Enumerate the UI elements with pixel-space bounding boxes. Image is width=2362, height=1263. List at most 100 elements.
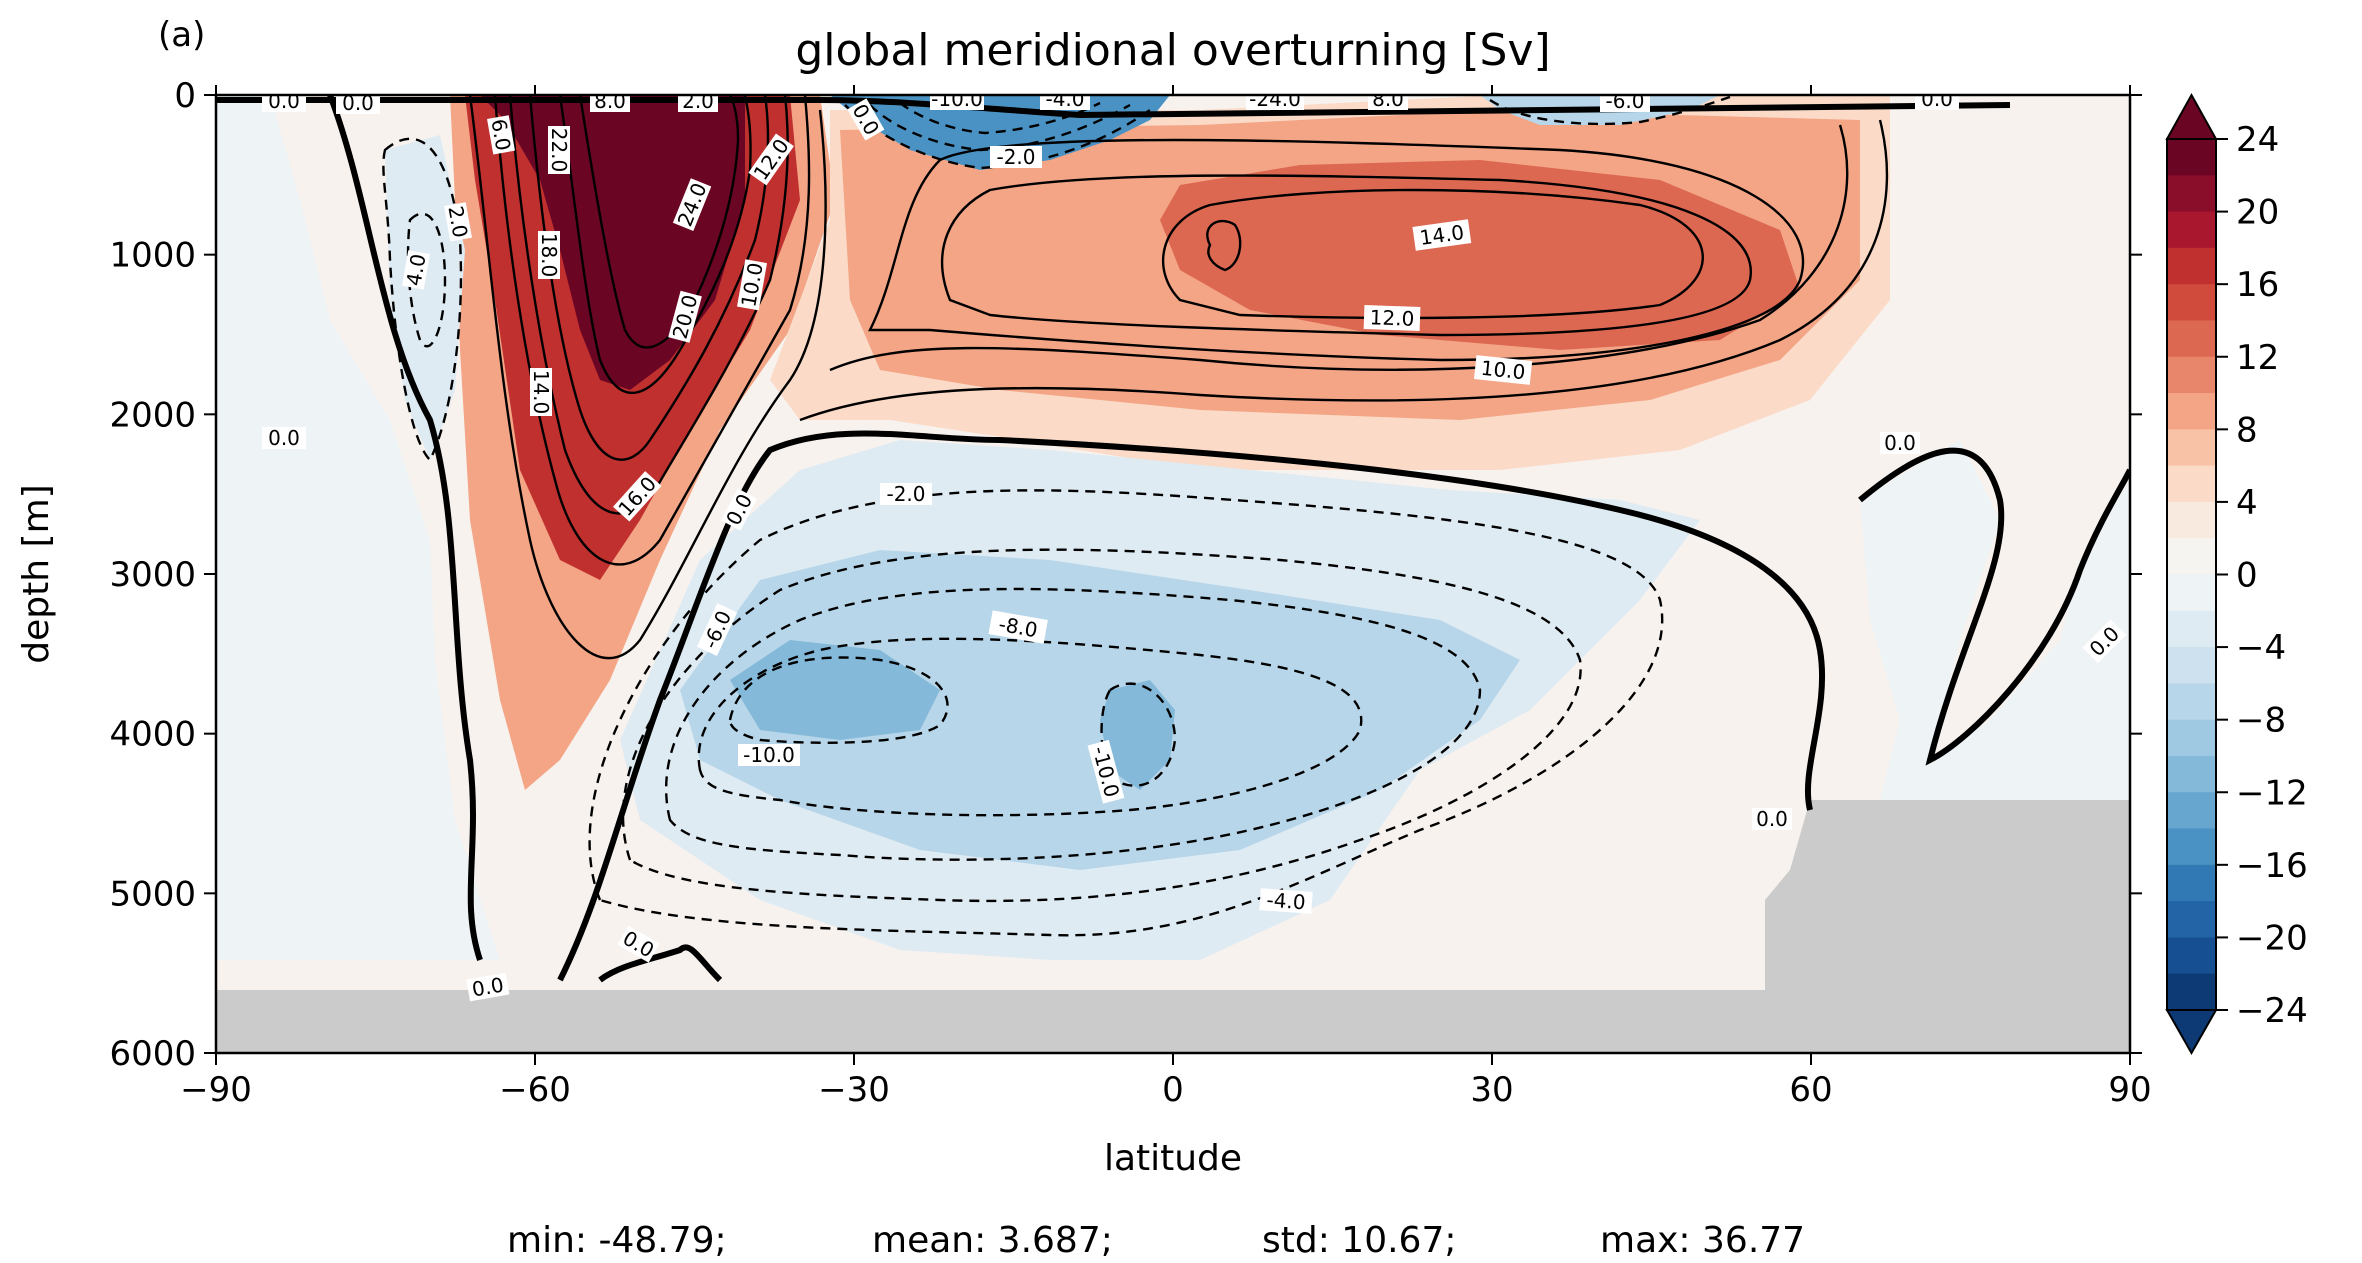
contour-label-34: 0.0 [262, 426, 306, 450]
negative-contour-abyssal-4 [697, 637, 1363, 817]
colorbar-segment [2167, 973, 2216, 1011]
stat-std: std: 10.67; [1262, 1220, 1456, 1261]
colorbar-segment [2167, 901, 2216, 939]
negative-contour-abyssal-2 [621, 548, 1582, 903]
zero-contour-main [557, 430, 1826, 982]
contour-label-5: 6.0 [486, 115, 516, 155]
contour-label-text-25: 10.0 [1480, 356, 1527, 385]
colorbar-segment [2167, 501, 2216, 539]
colorbar-segment [2167, 356, 2216, 394]
stat-min: min: -48.79; [507, 1220, 727, 1261]
x-tick-label: −90 [180, 1070, 252, 1110]
colorbar-tick-label: −12 [2236, 773, 2308, 813]
contour-label-text-10: 4.0 [401, 252, 430, 287]
contour-label-text-38: 0.0 [1884, 431, 1916, 455]
positive-contour-southern-1 [468, 95, 827, 660]
colorbar-segment [2167, 139, 2216, 176]
colorbar-segment [2167, 755, 2216, 793]
colorbar-segment [2167, 320, 2216, 358]
contour-label-text-26: -6.0 [1605, 89, 1644, 113]
y-tick-label: 6000 [109, 1034, 196, 1074]
contour-label-19: -2.0 [990, 145, 1042, 169]
colorbar-segment [2167, 538, 2216, 576]
colorbar-segment [2167, 211, 2216, 249]
contour-label-text-8: 14.0 [529, 370, 553, 415]
panel-label: (a) [158, 15, 205, 55]
contour-label-24: 12.0 [1363, 305, 1421, 331]
contour-label-29: -8.0 [988, 610, 1048, 644]
contour-label-text-2: 0.0 [342, 91, 374, 115]
contour-label-text-31: -10.0 [743, 743, 795, 767]
zero-contour-deep-south [598, 944, 723, 983]
filled-region-northern-cell-core [1160, 160, 1800, 350]
contour-label-28: -2.0 [880, 482, 932, 506]
colorbar-tick-label: −24 [2236, 991, 2308, 1031]
filled-region-abyssal-cell-core-south [730, 640, 940, 740]
colorbar-tick-label: 12 [2236, 338, 2279, 378]
colorbar-segment [2167, 610, 2216, 648]
contour-label-10: 4.0 [401, 250, 431, 290]
contour-label-text-19: -2.0 [996, 145, 1035, 169]
contour-label-4: 2.0 [678, 89, 718, 113]
colorbar-tick-label: 16 [2236, 265, 2279, 305]
y-tick-label: 3000 [109, 555, 196, 595]
negative-contour-abyssal-6 [1100, 682, 1177, 787]
colorbar-tick-label: 0 [2236, 556, 2258, 596]
x-tick-label: −30 [818, 1070, 890, 1110]
filled-region-arctic [1860, 440, 2130, 800]
contour-label-26: -6.0 [1600, 89, 1650, 113]
contour-label-38: 0.0 [1880, 431, 1920, 455]
positive-contour-northern-1 [799, 119, 1889, 422]
positive-contour-northern-5 [1161, 188, 1704, 320]
zero-contour-arctic [1858, 447, 2130, 766]
colorbar-tick-label: 4 [2236, 483, 2258, 523]
y-tick-label: 1000 [109, 236, 196, 276]
contour-label-text-4: 2.0 [682, 89, 714, 113]
colorbar-segment [2167, 175, 2216, 213]
colorbar-segment [2167, 828, 2216, 866]
positive-contour-southern-2 [493, 95, 811, 566]
contour-label-31: -10.0 [738, 743, 800, 767]
contour-label-37: 0.0 [1752, 807, 1792, 831]
contour-label-text-18: -10.0 [931, 87, 983, 111]
x-axis-label: latitude [1104, 1138, 1242, 1179]
contour-label-text-6: 22.0 [547, 128, 571, 173]
x-tick-label: 90 [2108, 1070, 2151, 1110]
filled-region-antarctic-cell-core [385, 135, 465, 460]
contour-label-23: 14.0 [1412, 219, 1472, 251]
colorbar-tick-label: −16 [2236, 846, 2308, 886]
positive-contour-southern-5 [558, 95, 752, 394]
colorbar-segment [2167, 683, 2216, 721]
contour-label-text-22: 8.0 [1372, 87, 1404, 111]
contour-label-36: 0.0 [466, 972, 510, 1002]
colorbar-tick-label: 8 [2236, 410, 2258, 450]
contour-label-text-27: 0.0 [1921, 87, 1953, 111]
contour-label-text-28: -2.0 [886, 482, 925, 506]
positive-contour-northern-3 [868, 138, 1805, 362]
colorbar-ticks: 24 20 16 12 8 4 0 −4 −8 −12 −16 −20 −24 [2216, 120, 2308, 1031]
colorbar-segment [2167, 792, 2216, 830]
y-tick-label: 4000 [109, 715, 196, 755]
colorbar-segment [2167, 393, 2216, 430]
colorbar-segment [2167, 719, 2216, 757]
contour-label-2: 0.0 [336, 91, 380, 115]
topography-mask [216, 800, 2130, 1053]
x-tick-label: 0 [1162, 1070, 1184, 1110]
contour-label-text-20: -4.0 [1045, 87, 1084, 111]
colorbar-segment [2167, 574, 2216, 612]
colorbar-segment [2167, 647, 2216, 684]
contour-label-text-36: 0.0 [470, 972, 505, 1001]
stat-max: max: 36.77 [1600, 1220, 1805, 1261]
contour-label-text-1: 0.0 [268, 89, 300, 113]
negative-contour-abyssal-1 [588, 489, 1664, 937]
stat-mean: mean: 3.687; [872, 1220, 1113, 1261]
contour-label-8: 14.0 [529, 368, 553, 416]
contour-label-22: 8.0 [1368, 87, 1408, 111]
colorbar-segment [2167, 429, 2216, 467]
positive-contour-northern-6 [1206, 219, 1242, 272]
colorbar-segment [2167, 247, 2216, 285]
colorbar-segment [2167, 864, 2216, 902]
contour-label-7: 18.0 [537, 231, 561, 279]
contour-label-21: -24.0 [1246, 95, 1304, 111]
contour-label-1: 0.0 [262, 89, 306, 113]
